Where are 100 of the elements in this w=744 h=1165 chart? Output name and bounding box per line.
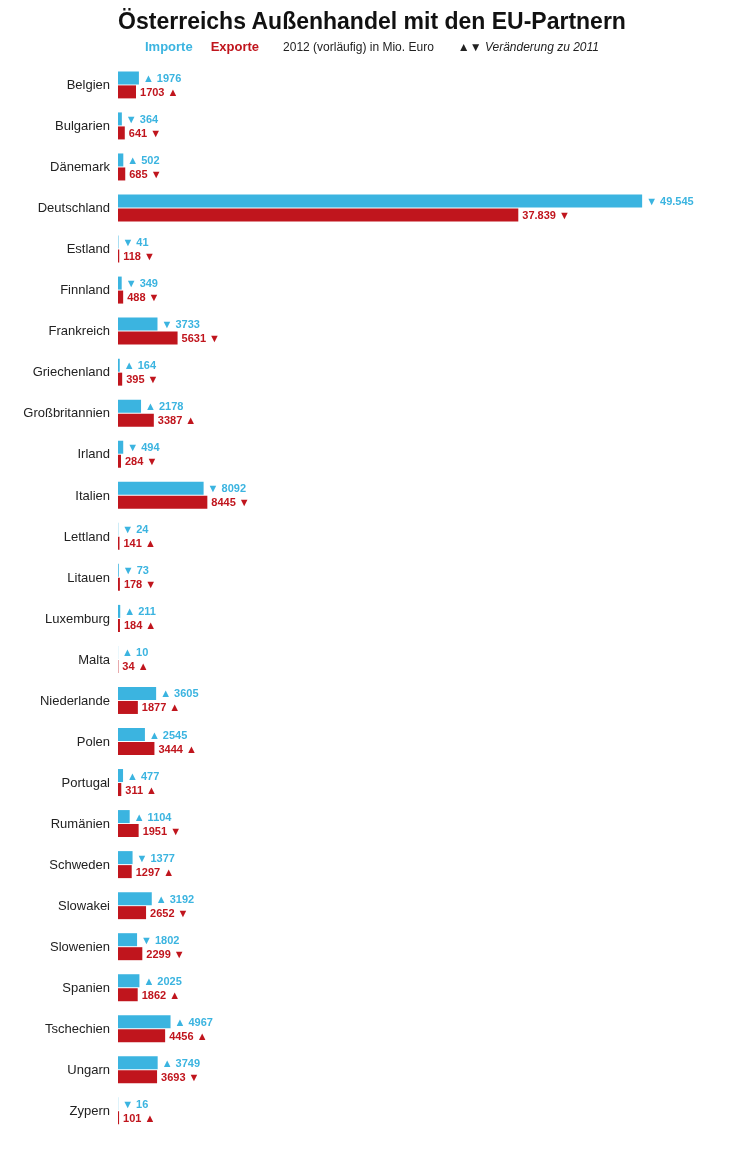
bar <box>118 276 122 290</box>
chart-title: Österreichs Außenhandel mit den EU-Partnern <box>117 8 627 35</box>
bar <box>118 769 124 783</box>
bar <box>118 413 154 427</box>
data-label: 311 ▲ <box>125 783 157 796</box>
y-tick-label: Lettland <box>63 528 110 544</box>
bar <box>118 495 208 509</box>
bar <box>118 974 140 988</box>
data-label: 3693 ▼ <box>161 1070 200 1083</box>
bar <box>118 208 519 222</box>
y-tick-label: Dänemark <box>50 159 111 175</box>
data-label: ▲ 3749 <box>161 1056 201 1069</box>
data-label: ▲ 3605 <box>160 687 199 700</box>
y-tick-label: Litauen <box>67 569 110 585</box>
data-label: ▼ 494 <box>127 441 161 454</box>
data-label: ▲ 2545 <box>148 728 188 741</box>
y-tick-label: Griechenland <box>32 364 110 380</box>
bar <box>118 194 643 208</box>
bar <box>118 742 155 755</box>
data-label: ▼ 1377 <box>136 851 175 864</box>
data-label: ▲ 211 <box>124 605 156 618</box>
bar <box>118 686 157 700</box>
data-label: 178 ▼ <box>123 578 157 591</box>
y-tick-label: Rumänien <box>50 815 110 831</box>
bar <box>118 290 124 304</box>
y-tick-label: Belgien <box>66 77 110 93</box>
y-tick-label: Slowakei <box>57 897 111 913</box>
y-tick-label: Zypern <box>69 1103 110 1119</box>
data-label: ▼ 41 <box>122 236 149 249</box>
data-label: ▲ 2178 <box>145 400 184 413</box>
bar <box>118 126 125 140</box>
bar <box>118 947 143 961</box>
bar <box>118 71 139 85</box>
data-label: ▼ 364 <box>125 112 160 125</box>
data-label: ▼ 49.545 <box>646 195 694 207</box>
chart-subtitle: 2012 (vorläufig) in Mio. Euro <box>283 39 434 54</box>
data-label: 3444 ▲ <box>158 742 197 755</box>
data-label: 1951 ▼ <box>142 824 182 837</box>
bar <box>118 892 152 906</box>
bar <box>118 810 130 824</box>
bar <box>118 728 145 741</box>
data-label: ▲ 10 <box>122 646 149 659</box>
data-label: 1877 ▲ <box>141 701 181 714</box>
bar <box>118 906 147 920</box>
data-label: 4456 ▲ <box>169 1029 208 1042</box>
data-label: ▼ 1802 <box>141 933 180 946</box>
data-label: 641 ▼ <box>128 126 162 139</box>
data-label: ▼ 8092 <box>207 482 247 495</box>
bar <box>118 851 133 865</box>
data-label: 2299 ▼ <box>146 947 185 960</box>
data-label: ▼ 16 <box>122 1097 149 1110</box>
y-tick-label: Großbritannien <box>23 405 110 421</box>
bar <box>118 331 178 345</box>
data-label: 34 ▲ <box>122 660 149 673</box>
data-label: ▼ 24 <box>122 523 150 536</box>
bar <box>118 1056 158 1070</box>
data-label: 3387 ▲ <box>157 414 197 427</box>
bar <box>118 167 126 181</box>
data-label: 184 ▲ <box>123 619 157 632</box>
data-label: ▲ 2025 <box>143 974 182 987</box>
series-label: Importe <box>144 39 193 54</box>
y-tick-label: Malta <box>78 651 111 667</box>
data-label: 37.839 ▼ <box>522 209 570 221</box>
text: ▲▼ Veränderung zu 2011 <box>457 39 599 54</box>
y-tick-label: Portugal <box>61 774 111 790</box>
y-tick-label: Polen <box>76 733 110 749</box>
y-tick-label: Slowenien <box>50 938 110 954</box>
data-label: 284 ▼ <box>125 455 158 468</box>
bar <box>118 700 138 714</box>
y-tick-label: Luxemburg <box>44 610 110 626</box>
bar <box>118 1070 158 1084</box>
bar <box>118 454 121 468</box>
bar <box>118 85 137 99</box>
bar <box>118 112 122 126</box>
data-label: ▲ 164 <box>123 359 157 372</box>
bar <box>118 1029 166 1043</box>
bar <box>118 1015 171 1029</box>
y-tick-label: Deutschland <box>37 200 110 216</box>
data-label: 395 ▼ <box>126 373 159 386</box>
data-label: 5631 ▼ <box>181 332 220 345</box>
y-tick-label: Tschechien <box>44 1021 110 1037</box>
bar <box>118 865 132 879</box>
data-label: 488 ▼ <box>127 291 160 304</box>
data-label: 141 ▲ <box>123 537 156 550</box>
y-tick-label: Schweden <box>49 856 110 872</box>
data-label: ▲ 502 <box>127 153 160 166</box>
data-label: ▲ 1976 <box>142 71 182 84</box>
bar <box>118 153 124 167</box>
bar <box>118 481 204 495</box>
y-tick-label: Finnland <box>60 282 110 298</box>
data-label: ▼ 3733 <box>161 318 200 331</box>
y-tick-label: Irland <box>77 446 110 462</box>
bar <box>118 824 139 838</box>
y-tick-label: Italien <box>75 487 110 503</box>
bar <box>118 604 121 618</box>
data-label: 2652 ▼ <box>150 906 189 919</box>
data-label: 118 ▼ <box>123 250 155 263</box>
y-tick-label: Bulgarien <box>55 118 110 134</box>
data-label: ▲ 1104 <box>133 810 173 823</box>
bar <box>118 317 158 331</box>
